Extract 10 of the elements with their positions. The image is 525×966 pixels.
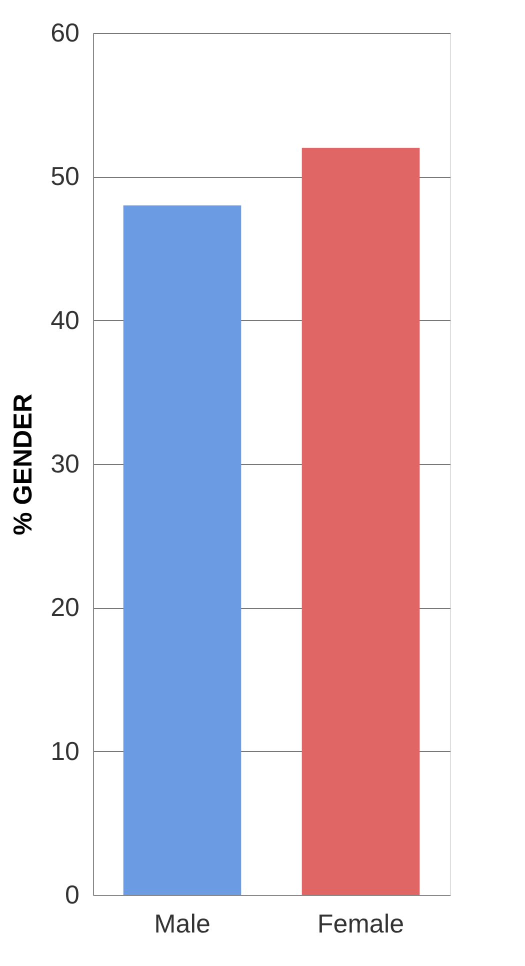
y-axis-title: % GENDER <box>8 393 38 536</box>
y-tick-label: 40 <box>50 304 80 335</box>
y-tick-label: 10 <box>50 736 80 766</box>
y-tick-label: 60 <box>50 18 80 48</box>
y-tick-label: 30 <box>50 448 80 478</box>
x-tick-label: Female <box>317 908 404 938</box>
y-tick-label: 20 <box>50 592 80 622</box>
y-tick-label: 0 <box>65 880 80 910</box>
y-tick-label: 50 <box>50 161 80 192</box>
x-tick-label: Male <box>154 908 210 938</box>
